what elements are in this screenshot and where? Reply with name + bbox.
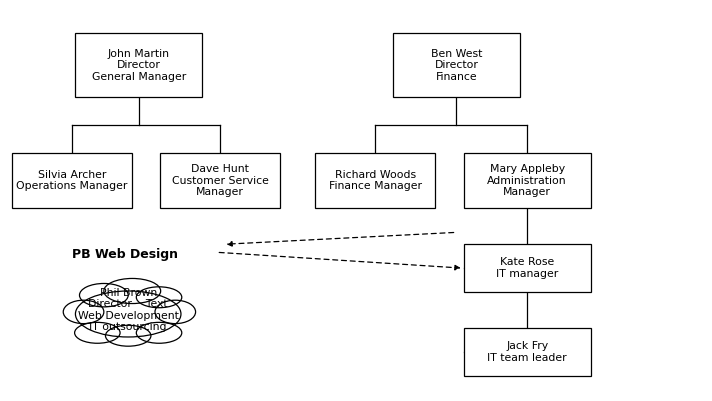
- Ellipse shape: [155, 300, 196, 324]
- Ellipse shape: [75, 322, 120, 343]
- Ellipse shape: [104, 278, 161, 304]
- Text: Silvia Archer
Operations Manager: Silvia Archer Operations Manager: [16, 170, 127, 191]
- Text: Kate Rose
IT manager: Kate Rose IT manager: [496, 257, 558, 279]
- Ellipse shape: [63, 300, 104, 324]
- Ellipse shape: [136, 287, 182, 308]
- Bar: [11, 153, 132, 209]
- Ellipse shape: [136, 322, 182, 343]
- Text: PB Web Design: PB Web Design: [72, 248, 178, 261]
- Bar: [464, 153, 590, 209]
- Bar: [464, 328, 590, 376]
- Text: Dave Hunt
Customer Service
Manager: Dave Hunt Customer Service Manager: [172, 164, 268, 197]
- Text: Jack Fry
IT team leader: Jack Fry IT team leader: [487, 341, 567, 363]
- Bar: [393, 33, 520, 97]
- Ellipse shape: [75, 291, 181, 337]
- Bar: [464, 244, 590, 292]
- Bar: [75, 33, 202, 97]
- Ellipse shape: [105, 325, 151, 346]
- Bar: [315, 153, 435, 209]
- Text: Phil Brown
Director    Text
Web Development
IT outsourcing: Phil Brown Director Text Web Development…: [78, 288, 179, 332]
- Bar: [160, 153, 280, 209]
- Text: Ben West
Director
Finance: Ben West Director Finance: [431, 49, 482, 82]
- Text: Richard Woods
Finance Manager: Richard Woods Finance Manager: [329, 170, 422, 191]
- Ellipse shape: [80, 284, 128, 307]
- Text: Mary Appleby
Administration
Manager: Mary Appleby Administration Manager: [487, 164, 567, 197]
- Text: John Martin
Director
General Manager: John Martin Director General Manager: [92, 49, 186, 82]
